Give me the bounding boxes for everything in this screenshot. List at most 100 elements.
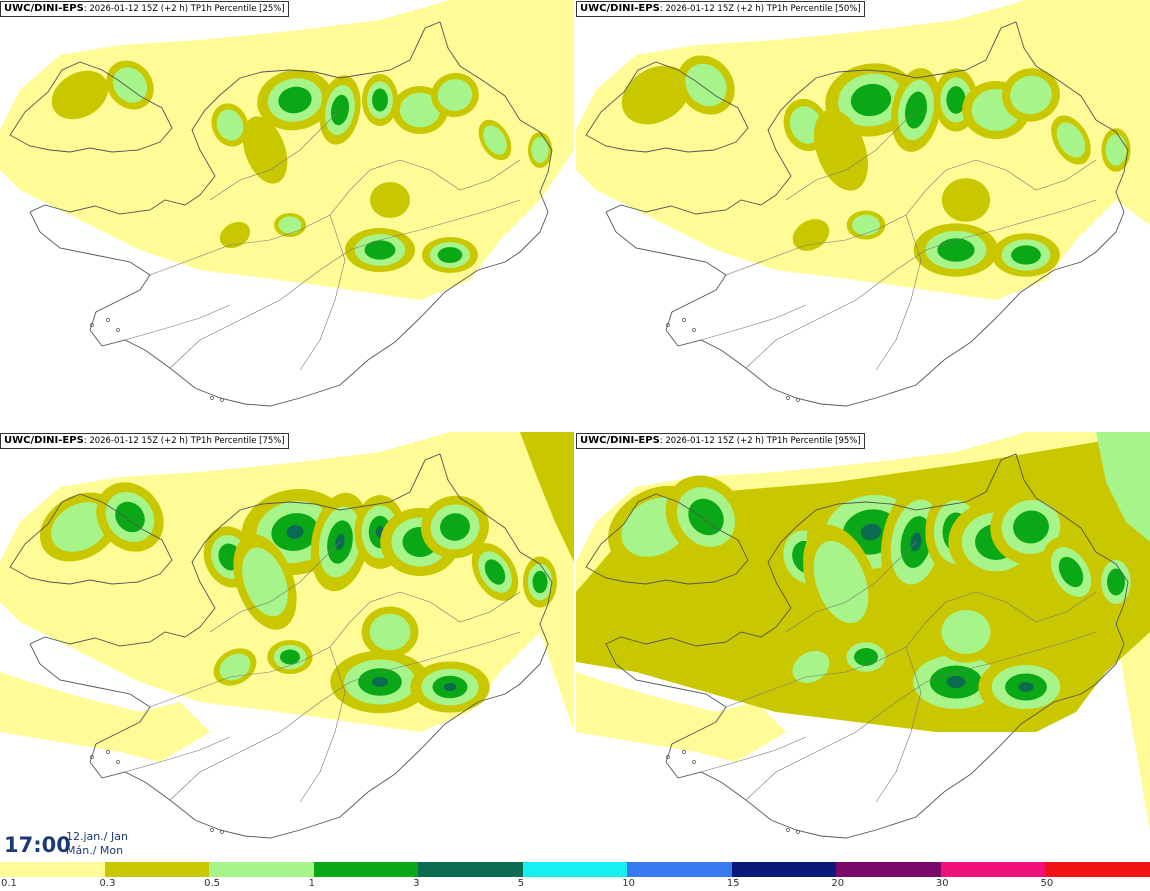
model-name: UWC/DINI-EPS: [580, 3, 660, 14]
precip-blob: [1018, 682, 1034, 692]
date-line-1: 12.jan./ Jan: [66, 830, 128, 843]
road-line: [875, 214, 922, 371]
precip-blob: [364, 240, 396, 260]
legend-swatch: [418, 862, 524, 877]
coastline: [29, 453, 553, 839]
precip-blob: [443, 682, 457, 692]
lake-outline: [220, 398, 224, 402]
precip-blob: [216, 109, 244, 141]
precip-blob: [852, 214, 880, 236]
map-panel-p95: UWC/DINI-EPS: 2026-01-12 15Z (+2 h) TP1h…: [576, 432, 1150, 862]
lake-outline: [666, 323, 670, 327]
precip-blob: [51, 502, 109, 552]
precip-map-p75: [0, 432, 574, 839]
coastline: [9, 61, 173, 153]
precip-blob: [112, 67, 148, 103]
precip-blob: [372, 677, 388, 687]
run-info: : 2026-01-12 15Z (+2 h) TP1h Percentile …: [659, 4, 861, 14]
legend-swatch: [1045, 862, 1150, 877]
precip-blob: [621, 65, 691, 125]
legend-swatch: [313, 862, 419, 877]
coastline: [585, 493, 749, 585]
precip-blob: [278, 216, 302, 234]
coastline: [605, 453, 1129, 839]
precip-blob: [1013, 510, 1049, 544]
precip-blob: [937, 238, 975, 262]
precip-blob: [484, 559, 506, 585]
road-line: [169, 199, 521, 369]
road-line: [169, 631, 521, 801]
precip-blob: [115, 501, 145, 533]
precip-blob: [1011, 245, 1041, 265]
precip-blob: [219, 653, 251, 681]
precip-blob: [860, 523, 882, 541]
legend-label: 20: [831, 878, 845, 889]
precip-blob: [440, 513, 470, 541]
panel-title: UWC/DINI-EPS: 2026-01-12 15Z (+2 h) TP1h…: [576, 433, 865, 449]
precip-blob: [1056, 122, 1086, 158]
precip-map-p25: [0, 0, 574, 407]
valid-date: 12.jan./ Jan Mán./ Mon: [66, 830, 128, 858]
precip-map-p50: [576, 0, 1150, 407]
road-line: [785, 109, 917, 201]
coastline: [585, 61, 749, 153]
road-line: [299, 646, 346, 803]
precip-blob: [941, 178, 991, 222]
precip-blob: [854, 648, 878, 666]
panel-title: UWC/DINI-EPS: 2026-01-12 15Z (+2 h) TP1h…: [576, 1, 865, 17]
precip-blob: [286, 525, 304, 539]
road-line: [725, 159, 977, 276]
precip-blob: [437, 247, 463, 263]
precip-blob: [370, 182, 410, 218]
precip-blob: [946, 676, 966, 688]
legend-label: 50: [1040, 878, 1054, 889]
lake-outline: [796, 830, 800, 834]
lake-outline: [90, 323, 94, 327]
legend-label: 1: [308, 878, 315, 889]
road-line: [299, 214, 346, 371]
lake-outline: [116, 760, 120, 764]
lake-outline: [786, 828, 790, 832]
legend-label: 0.5: [204, 878, 220, 889]
legend-label: 0.1: [1, 878, 17, 889]
map-panel-p75: UWC/DINI-EPS: 2026-01-12 15Z (+2 h) TP1h…: [0, 432, 574, 862]
date-line-2: Mán./ Mon: [66, 844, 124, 857]
legend-swatch: [731, 862, 837, 877]
run-info: : 2026-01-12 15Z (+2 h) TP1h Percentile …: [659, 436, 861, 446]
panel-divider-horizontal: [0, 430, 1150, 432]
model-name: UWC/DINI-EPS: [580, 435, 660, 446]
lake-outline: [106, 750, 110, 754]
model-name: UWC/DINI-EPS: [4, 3, 84, 14]
road-line: [745, 199, 1097, 369]
legend-swatch: [209, 862, 315, 877]
valid-time: 17:00: [4, 833, 71, 857]
precip-blob: [242, 116, 288, 184]
legend-swatch: [104, 862, 210, 877]
precip-blob: [1107, 568, 1125, 596]
road-line: [149, 591, 401, 708]
precip-blob: [399, 92, 441, 128]
lake-outline: [116, 328, 120, 332]
legend-label: 3: [413, 878, 420, 889]
precip-blob: [1058, 556, 1084, 588]
legend-swatch: [627, 862, 733, 877]
precip-blob: [280, 649, 300, 665]
precip-blob: [946, 86, 966, 114]
lake-outline: [786, 396, 790, 400]
precip-blob: [372, 88, 388, 112]
precip-map-p95: [576, 432, 1150, 839]
road-line: [975, 159, 1097, 191]
road-line: [785, 541, 917, 633]
precip-blob: [437, 79, 473, 111]
precip-blob: [688, 498, 724, 536]
road-line: [700, 736, 807, 773]
run-info: : 2026-01-12 15Z (+2 h) TP1h Percentile …: [83, 4, 285, 14]
panel-title: UWC/DINI-EPS: 2026-01-12 15Z (+2 h) TP1h…: [0, 433, 289, 449]
road-line: [399, 591, 521, 623]
lake-outline: [106, 318, 110, 322]
lake-outline: [666, 755, 670, 759]
color-legend: 0.1 0.3 0.5 1 3 5 10 15 20 30 50: [0, 862, 1150, 891]
lake-outline: [692, 328, 696, 332]
model-name: UWC/DINI-EPS: [4, 435, 84, 446]
lake-outline: [220, 830, 224, 834]
